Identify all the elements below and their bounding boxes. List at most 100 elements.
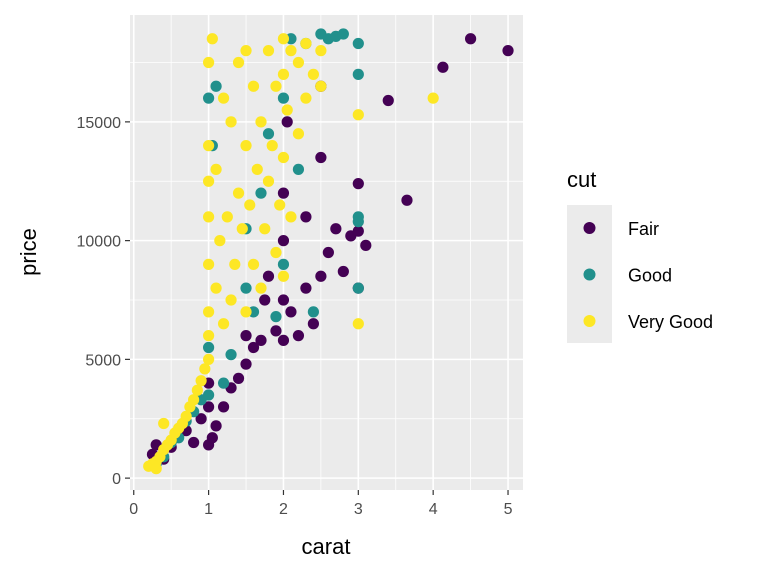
data-point-fair <box>360 239 372 251</box>
data-point-very-good <box>214 235 226 247</box>
x-tick-label: 4 <box>429 501 438 518</box>
y-tick-label: 0 <box>112 471 121 488</box>
legend-title: cut <box>567 167 596 192</box>
data-point-very-good <box>255 282 267 294</box>
data-point-good <box>277 92 290 104</box>
data-point-fair <box>270 325 282 337</box>
data-point-very-good <box>255 116 267 128</box>
data-point-very-good <box>300 92 312 104</box>
data-point-fair <box>285 306 297 318</box>
data-point-very-good <box>277 33 290 45</box>
data-point-fair <box>337 265 349 278</box>
data-point-fair <box>307 318 319 330</box>
data-point-fair <box>292 330 305 342</box>
data-point-very-good <box>221 211 233 223</box>
data-point-fair <box>281 116 293 128</box>
legend-label: Very Good <box>628 312 713 332</box>
data-point-good <box>203 92 215 104</box>
data-point-very-good <box>266 140 278 152</box>
data-point-very-good <box>240 45 252 57</box>
data-point-fair <box>382 94 394 107</box>
data-point-fair <box>465 33 477 45</box>
data-point-very-good <box>285 45 297 57</box>
y-axis-ticks: 0 5000 10000 15000 <box>77 115 130 488</box>
data-point-very-good <box>206 33 218 45</box>
data-point-fair <box>203 401 215 413</box>
data-point-fair <box>255 334 267 346</box>
y-axis-title: price <box>16 228 41 276</box>
data-point-very-good <box>217 92 230 104</box>
data-point-very-good <box>210 282 222 294</box>
data-point-very-good <box>270 246 282 259</box>
data-point-very-good <box>352 318 364 330</box>
data-point-very-good <box>203 353 215 365</box>
y-tick-label: 15000 <box>77 115 122 132</box>
data-point-very-good <box>300 37 312 50</box>
data-point-fair <box>300 211 312 223</box>
data-point-good <box>337 28 349 40</box>
data-point-fair <box>352 225 364 237</box>
data-point-fair <box>188 436 200 449</box>
data-point-very-good <box>203 306 215 318</box>
data-point-good <box>352 68 364 80</box>
data-point-very-good <box>251 163 263 175</box>
legend-label: Good <box>628 266 672 286</box>
data-point-very-good <box>244 199 256 211</box>
data-point-very-good <box>210 163 222 175</box>
x-tick-label: 1 <box>204 501 213 518</box>
data-point-good <box>307 306 319 318</box>
data-point-very-good <box>225 294 237 306</box>
data-point-very-good <box>277 68 290 80</box>
data-point-very-good <box>277 151 290 164</box>
data-point-fair <box>352 178 364 190</box>
data-point-fair <box>330 223 342 235</box>
data-point-fair <box>437 61 449 73</box>
data-point-very-good <box>240 306 252 318</box>
legend: cut Fair Good Very Good <box>567 167 713 343</box>
data-point-very-good <box>292 56 305 69</box>
data-point-very-good <box>203 56 215 69</box>
data-point-very-good <box>203 330 215 342</box>
data-point-fair <box>240 330 252 342</box>
data-point-very-good <box>203 258 215 270</box>
x-tick-label: 3 <box>354 501 363 518</box>
data-point-fair <box>277 334 290 346</box>
data-point-very-good <box>262 45 275 57</box>
data-point-very-good <box>285 211 297 223</box>
x-axis-title: carat <box>302 534 351 559</box>
data-point-very-good <box>281 104 293 116</box>
data-point-very-good <box>225 116 237 128</box>
data-points <box>143 28 514 475</box>
data-point-very-good <box>191 384 203 396</box>
x-tick-label: 2 <box>279 501 288 518</box>
data-point-fair <box>259 294 271 306</box>
minor-gridlines <box>130 15 523 490</box>
data-point-good <box>292 163 305 175</box>
data-point-very-good <box>274 199 286 211</box>
data-point-very-good <box>232 56 245 69</box>
data-point-fair <box>277 294 290 306</box>
data-point-very-good <box>270 80 282 92</box>
data-point-good <box>277 258 290 270</box>
data-point-very-good <box>229 258 241 270</box>
data-point-fair <box>217 401 230 413</box>
legend-key-fair <box>583 222 596 234</box>
data-point-good <box>225 349 237 361</box>
y-tick-label: 10000 <box>77 234 122 251</box>
data-point-very-good <box>307 68 319 80</box>
data-point-very-good <box>199 363 211 375</box>
data-point-good <box>203 341 215 354</box>
data-point-fair <box>240 358 252 370</box>
data-point-good <box>240 282 252 294</box>
data-point-fair <box>502 45 514 57</box>
data-point-very-good <box>315 80 327 92</box>
data-point-fair <box>210 420 222 432</box>
data-point-very-good <box>262 175 275 187</box>
data-point-fair <box>401 194 413 206</box>
data-point-fair <box>322 246 334 259</box>
data-point-good <box>352 37 364 50</box>
data-point-fair <box>277 187 290 199</box>
data-point-good <box>255 187 267 199</box>
data-point-very-good <box>150 463 162 475</box>
